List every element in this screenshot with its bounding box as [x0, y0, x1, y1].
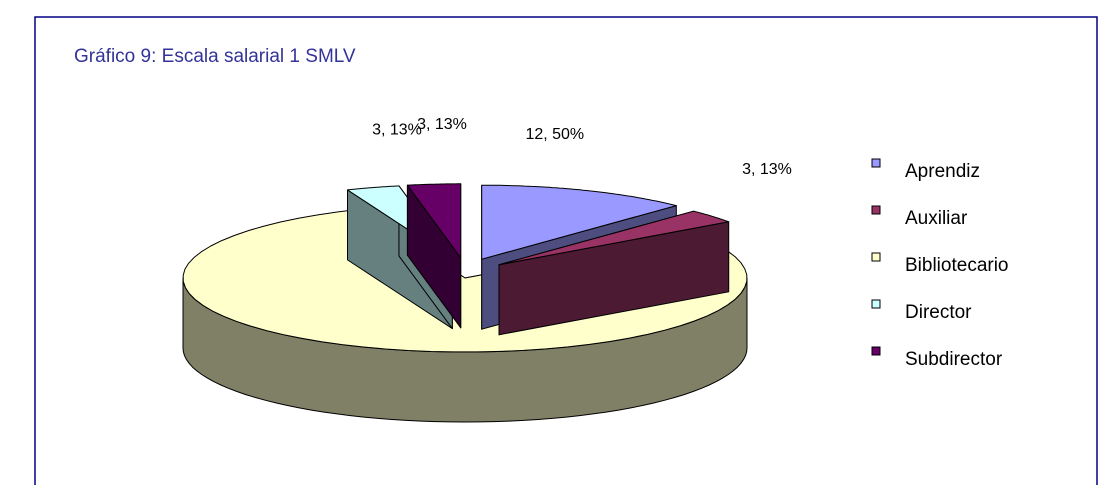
- slice: [406, 183, 462, 259]
- legend-label: Subdirector: [905, 349, 1003, 370]
- chart-title: Gráfico 9: Escala salarial 1 SMLV: [74, 46, 356, 67]
- legend-label: Bibliotecario: [905, 255, 1009, 276]
- legend-swatch: [871, 252, 881, 262]
- legend-swatch: [871, 299, 881, 309]
- legend-label: Director: [905, 302, 972, 323]
- legend-swatch: [871, 346, 881, 356]
- legend-swatch: [871, 205, 881, 215]
- data-label: 3, 13%: [742, 161, 792, 178]
- data-label: 3, 13%: [372, 121, 422, 138]
- slice: [498, 210, 730, 266]
- slice: [182, 208, 748, 353]
- legend-swatch: [871, 158, 881, 168]
- data-label: 3, 13%: [417, 116, 467, 133]
- slice: [481, 184, 677, 260]
- legend-label: Aprendiz: [905, 161, 980, 182]
- legend-label: Auxiliar: [905, 208, 968, 229]
- data-label: 12, 50%: [525, 126, 584, 143]
